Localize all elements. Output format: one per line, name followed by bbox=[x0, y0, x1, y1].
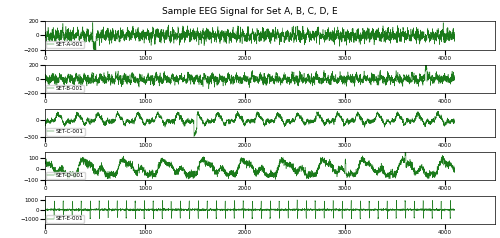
Legend: SET-B-001: SET-B-001 bbox=[46, 85, 84, 92]
Text: Sample EEG Signal for Set A, B, C, D, E: Sample EEG Signal for Set A, B, C, D, E bbox=[162, 7, 338, 16]
Legend: SET-E-001: SET-E-001 bbox=[46, 215, 84, 223]
Legend: SET-C-001: SET-C-001 bbox=[46, 128, 84, 135]
Legend: SET-A-001: SET-A-001 bbox=[46, 41, 84, 48]
Legend: SET-D-001: SET-D-001 bbox=[46, 172, 85, 179]
